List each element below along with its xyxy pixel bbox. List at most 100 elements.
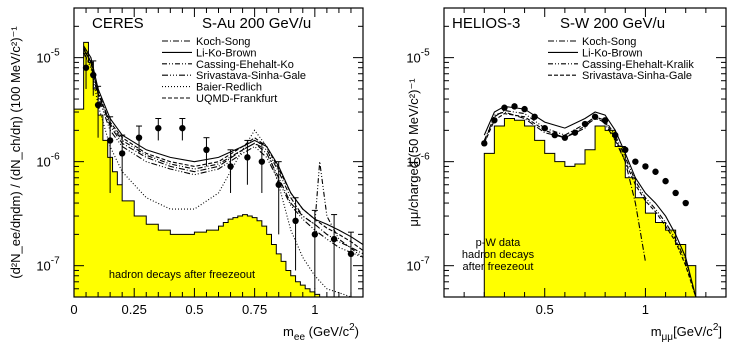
data-point (622, 146, 629, 154)
y-tick-label: 10-5 (406, 48, 430, 66)
curve-li-ko-brown (83, 45, 363, 245)
curve-uqmd-frankfurt (83, 47, 363, 251)
x-axis-label-rest: [GeV/c (673, 324, 713, 339)
x-tick-label: 1 (311, 302, 318, 317)
legend-label: Koch-Song (582, 36, 636, 48)
legend-label: Li-Ko-Brown (582, 47, 643, 59)
data-point (106, 137, 114, 144)
legend-label: Koch-Song (196, 36, 250, 48)
y-tick-exponent: -7 (421, 256, 430, 267)
x-axis-label-sub: μμ (662, 332, 674, 343)
data-point (491, 117, 498, 124)
chart-subtitle: S-W 200 GeV/u (560, 15, 665, 32)
y-tick-exponent: -6 (421, 152, 430, 163)
data-point (179, 124, 186, 132)
legend-label: Cassing-Ehehalt-Ko (196, 59, 294, 71)
x-axis-label-sup: 2 (349, 322, 355, 333)
plot-area (74, 41, 363, 297)
data-point (652, 168, 659, 175)
data-point (94, 101, 102, 109)
annotation: hadron decays after freezeout (109, 269, 255, 281)
x-tick-label: 0.5 (536, 302, 554, 317)
x-tick-label: 1 (642, 302, 649, 317)
data-point (672, 189, 679, 197)
data-point (330, 235, 338, 243)
chart-title: CERES (92, 15, 144, 32)
data-point (311, 231, 319, 238)
data-point (591, 113, 599, 120)
data-point (531, 113, 538, 120)
data-point (135, 134, 143, 141)
x-tick-label: 0.25 (122, 302, 147, 317)
legend-label: Li-Ko-Brown (196, 47, 257, 59)
y-tick-exponent: -7 (51, 256, 60, 267)
data-point (481, 140, 488, 147)
y-axis-label: μμ/charged (50 MeV/c²)⁻¹ (406, 78, 421, 227)
chart-subtitle: S-Au 200 GeV/u (202, 15, 311, 32)
data-point (632, 158, 639, 165)
data-point (581, 120, 589, 128)
x-axis-label-end: ] (718, 324, 722, 339)
y-axis-label: (d²N_ee/dηdm) / (dN_ch/dη) (100 MeV/c²)⁻… (8, 26, 23, 279)
data-point (601, 117, 609, 124)
data-point (90, 71, 97, 79)
data-point (571, 129, 579, 136)
legend-label: Cassing-Ehehalt-Kralik (582, 59, 694, 71)
curve-srivastava-sinha-gale (483, 113, 697, 297)
data-point (612, 131, 619, 139)
x-axis-label-end: ) (355, 324, 359, 339)
ceres-panel: 0 0.25 0.5 0.75 1 10-7 10-6 10-5 CERES S-Au 200 G… (8, 7, 364, 343)
hadron-decay-histogram (74, 41, 363, 297)
data-point (244, 154, 251, 161)
legend-label: Srivastava-Sinha-Gale (582, 70, 692, 82)
data-point (275, 181, 282, 188)
x-axis-label: mμμ[GeV/c2] (651, 322, 722, 343)
data-point (155, 124, 162, 132)
legend-label: Baier-Redlich (196, 82, 262, 94)
data-point (118, 150, 126, 157)
y-tick-label: 10-6 (36, 152, 60, 170)
hadron-decay-histogram (483, 117, 697, 297)
annotation: hadron decays (462, 249, 535, 261)
annotation: after freezeout (463, 261, 534, 273)
data-point (642, 163, 649, 170)
y-tick-label: 10-5 (36, 48, 60, 66)
x-tick-label: 0.75 (242, 302, 267, 317)
data-point (501, 104, 508, 111)
data-point (521, 105, 528, 113)
data-point (292, 217, 299, 225)
data-point (82, 64, 90, 71)
data-point (662, 177, 669, 185)
y-tick-label: 10-7 (406, 256, 430, 274)
x-axis-label: mee (GeV/c2) (283, 322, 359, 343)
y-tick-exponent: -5 (51, 48, 60, 59)
curve-li-ko-brown (483, 105, 697, 297)
x-tick-label: 0 (70, 302, 77, 317)
curve-cassing-ehehalt-kralik (483, 109, 697, 297)
plot-area (481, 103, 697, 297)
y-tick-exponent: -6 (51, 152, 60, 163)
data-point (682, 199, 689, 207)
data-point (227, 163, 234, 170)
legend-label: UQMD-Frankfurt (196, 93, 277, 105)
data-point (551, 131, 558, 139)
data-point (511, 103, 518, 110)
legend-label: Srivastava-Sinha-Gale (196, 70, 306, 82)
data-point (541, 124, 548, 132)
curve-cassing-ehehalt-ko (83, 49, 363, 258)
x-axis-label-rest: (GeV/c (305, 324, 350, 339)
data-point (203, 146, 210, 154)
curve-koch-song (83, 49, 363, 255)
data-point (347, 250, 355, 258)
y-tick-label: 10-7 (36, 256, 60, 274)
x-axis-label-sup: 2 (713, 322, 719, 333)
data-point (561, 134, 569, 141)
y-tick-exponent: -5 (421, 48, 430, 59)
x-axis-label-sub: ee (294, 332, 306, 343)
annotation: p-W data (476, 237, 522, 249)
x-tick-label: 0.5 (185, 302, 203, 317)
data-point (258, 158, 266, 165)
chart-title: HELIOS-3 (452, 15, 520, 32)
